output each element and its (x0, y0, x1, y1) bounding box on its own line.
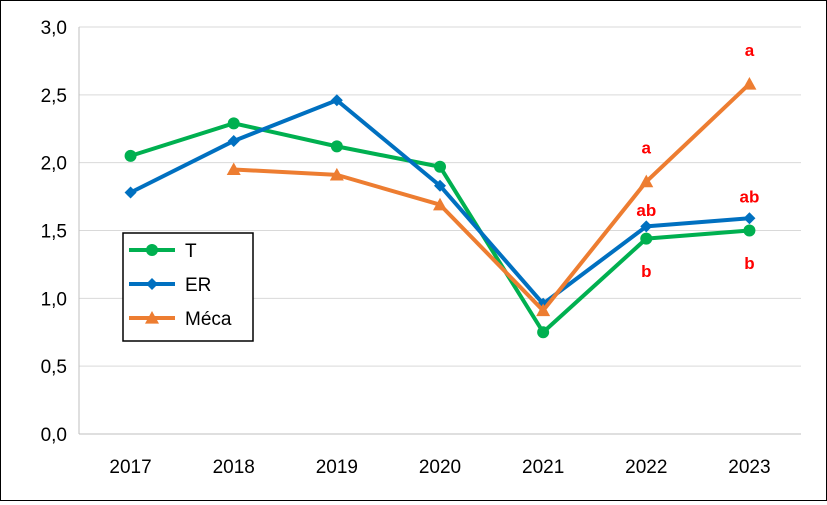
legend-marker (146, 244, 158, 256)
x-tick-label: 2019 (316, 457, 358, 478)
legend-label: ER (185, 275, 211, 296)
significance-annotations: a ab b a ab b (636, 41, 759, 281)
data-point (329, 167, 344, 181)
legend-label: T (185, 241, 197, 262)
data-point (226, 162, 241, 176)
series-2 (226, 76, 757, 317)
y-tick-label: 0,5 (41, 357, 67, 378)
data-point (433, 197, 447, 211)
x-tick-label: 2023 (728, 457, 770, 478)
y-tick-labels: 0,0 0,5 1,0 1,5 2,0 2,5 3,0 (41, 18, 67, 446)
legend: T ER Méca (122, 232, 254, 342)
data-point (124, 149, 137, 162)
annotation-label: ab (740, 188, 760, 207)
axes (78, 27, 801, 435)
x-tick-label: 2020 (419, 457, 461, 478)
y-tick-label: 2,0 (41, 154, 67, 175)
data-point (640, 220, 653, 233)
data-point (743, 212, 756, 225)
data-point (227, 117, 240, 130)
legend-entry: ER (129, 275, 211, 296)
y-tick-label: 1,5 (41, 222, 67, 243)
annotation-label: a (745, 41, 755, 60)
data-point (434, 179, 446, 192)
x-tick-label: 2017 (109, 457, 151, 478)
x-tick-labels: 2017 2018 2019 2020 2021 2022 2023 (109, 457, 770, 478)
annotation-label: ab (636, 201, 656, 220)
legend-entry: T (129, 241, 197, 262)
data-point (743, 224, 756, 237)
y-tick-label: 1,0 (41, 289, 67, 310)
annotation-label: b (641, 262, 651, 281)
data-point (124, 186, 137, 199)
data-point (434, 160, 446, 173)
annotation-label: b (744, 254, 754, 273)
x-tick-label: 2021 (522, 457, 564, 478)
y-tick-label: 3,0 (41, 18, 67, 39)
data-point (330, 94, 343, 107)
series-1 (124, 94, 756, 310)
series (124, 76, 757, 339)
y-tick-label: 2,5 (41, 86, 67, 107)
series-0 (124, 117, 756, 339)
annotation-label: a (642, 139, 652, 158)
data-point (640, 232, 653, 245)
x-tick-label: 2022 (625, 457, 667, 478)
legend-marker (146, 278, 158, 290)
data-point (330, 140, 343, 153)
x-tick-label: 2018 (213, 457, 255, 478)
legend-label: Méca (185, 309, 232, 330)
data-point (227, 134, 240, 147)
data-point (536, 303, 551, 317)
data-point (639, 174, 654, 188)
legend-entry: Méca (129, 309, 232, 330)
data-point (537, 326, 550, 339)
series-line (233, 82, 751, 313)
y-tick-label: 0,0 (41, 425, 67, 446)
data-point (742, 76, 757, 90)
legend-marker (145, 311, 159, 324)
